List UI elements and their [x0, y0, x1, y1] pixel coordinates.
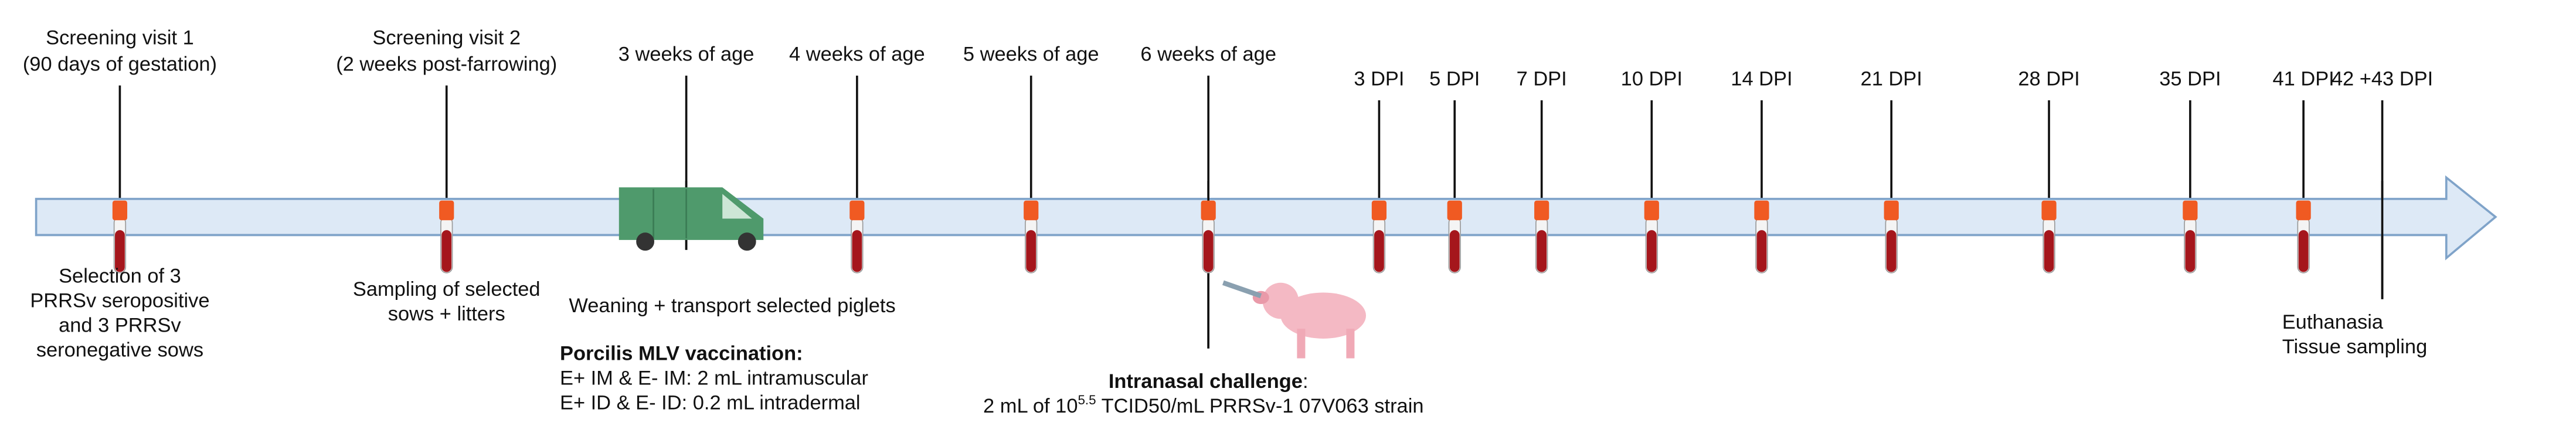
- event-label: (90 days of gestation): [23, 53, 217, 75]
- event-label: (2 weeks post-farrowing): [336, 53, 557, 75]
- event-label: 6 weeks of age: [1140, 43, 1276, 66]
- challenge-dose: 2 mL of 105.5 TCID50/mL PRRSv-1 07V063 s…: [983, 393, 1423, 417]
- tube-cap: [1201, 200, 1216, 221]
- event-label: 42 +43 DPI: [2332, 68, 2433, 90]
- tube-blood: [115, 230, 125, 272]
- tube-cap: [2296, 200, 2311, 221]
- challenge-title-text: Intranasal challenge: [1109, 370, 1303, 393]
- event-label: 3 weeks of age: [618, 43, 755, 66]
- tube-cap: [1024, 200, 1039, 221]
- tube-cap: [1447, 200, 1462, 221]
- tube-cap: [2183, 200, 2198, 221]
- event-label: Screening visit 2: [372, 27, 521, 49]
- event-note: and 3 PRRSv: [59, 315, 181, 337]
- tube-cap: [1534, 200, 1549, 221]
- event-note: Weaning + transport selected piglets: [569, 295, 895, 317]
- tube-cap: [439, 200, 454, 221]
- event-note: Sampling of selected: [353, 278, 541, 300]
- event-note: Selection of 3: [59, 265, 181, 288]
- tube-blood: [2298, 230, 2309, 272]
- tube-cap: [1644, 200, 1659, 221]
- vaccination-title: Porcilis MLV vaccination:: [560, 342, 803, 364]
- tube-blood: [1203, 230, 1214, 272]
- event-label: 3 DPI: [1354, 68, 1404, 90]
- tube-blood: [1886, 230, 1897, 272]
- event-label: 5 DPI: [1429, 68, 1480, 90]
- tube-cap: [849, 200, 865, 221]
- dose-prefix: 2 mL of 10: [983, 395, 1078, 417]
- event-note: PRRSv seropositive: [30, 290, 209, 312]
- timeline-arrow: [35, 175, 2497, 261]
- vaccination-line: E+ ID & E- ID: 0.2 mL intradermal: [560, 391, 861, 414]
- event-label: 21 DPI: [1861, 68, 1922, 90]
- tube-blood: [1374, 230, 1384, 272]
- marks: [112, 181, 2384, 349]
- challenge-title-suffix: :: [1303, 370, 1309, 393]
- vaccination-line: E+ IM & E- IM: 2 mL intramuscular: [560, 367, 868, 389]
- tube-cap: [1754, 200, 1769, 221]
- tube-blood: [2185, 230, 2196, 272]
- tube-blood: [1756, 230, 1767, 272]
- event-note: seronegative sows: [36, 339, 203, 362]
- event-label: 41 DPI: [2272, 68, 2334, 90]
- dose-suffix: TCID50/mL PRRSv-1 07V063 strain: [1096, 395, 1424, 417]
- event-label: 5 weeks of age: [963, 43, 1099, 66]
- event-note: Tissue sampling: [2282, 336, 2428, 358]
- event-label: Screening visit 1: [46, 27, 194, 49]
- event-label: 7 DPI: [1517, 68, 1567, 90]
- tube-blood: [1026, 230, 1036, 272]
- tube-blood: [441, 230, 452, 272]
- event-label: 14 DPI: [1731, 68, 1792, 90]
- event-label: 28 DPI: [2018, 68, 2079, 90]
- pig: [1222, 280, 1367, 359]
- event-label: 10 DPI: [1621, 68, 1683, 90]
- event-label: 4 weeks of age: [789, 43, 925, 66]
- event-note: sows + litters: [388, 303, 505, 325]
- tube-blood: [1537, 230, 1547, 272]
- tube-cap: [1371, 200, 1387, 221]
- tube-blood: [2044, 230, 2054, 272]
- tube-blood: [852, 230, 862, 272]
- dose-exponent: 5.5: [1078, 393, 1096, 407]
- tube-cap: [112, 200, 128, 221]
- tube-cap: [2041, 200, 2057, 221]
- challenge-title: Intranasal challenge:: [1109, 370, 1309, 393]
- tube-blood: [1449, 230, 1460, 272]
- tube-cap: [1884, 200, 1899, 221]
- van: [618, 187, 764, 251]
- event-label: 35 DPI: [2159, 68, 2221, 90]
- event-note: Euthanasia: [2282, 311, 2384, 333]
- tube-blood: [1646, 230, 1657, 272]
